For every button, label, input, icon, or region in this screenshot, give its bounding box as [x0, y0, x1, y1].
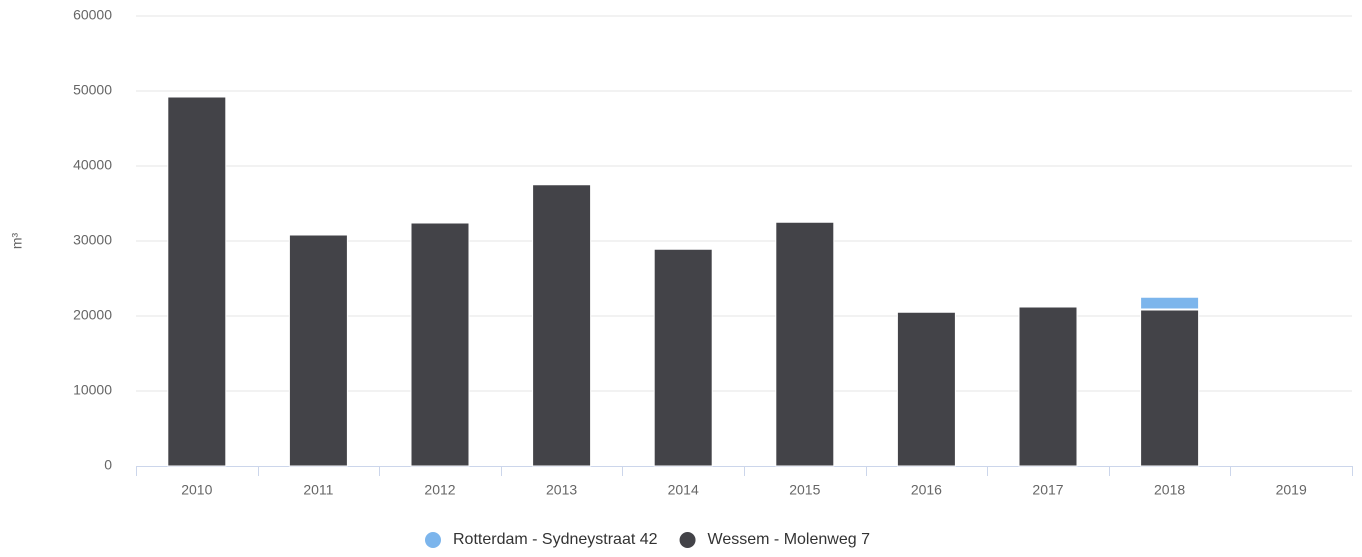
x-tick-label: 2010: [181, 482, 212, 498]
y-tick-label: 20000: [73, 307, 112, 323]
x-tick-label: 2016: [911, 482, 942, 498]
y-tick-label: 10000: [73, 382, 112, 398]
y-tick-label: 40000: [73, 157, 112, 173]
x-tick-label: 2018: [1154, 482, 1185, 498]
y-tick-label: 50000: [73, 82, 112, 98]
x-tick-label: 2015: [789, 482, 820, 498]
bar: [410, 222, 470, 467]
legend-marker: [679, 532, 696, 548]
x-tick-label: 2017: [1032, 482, 1063, 498]
x-tick-label: 2014: [668, 482, 699, 498]
bar: [532, 184, 592, 467]
y-tick-label: 30000: [73, 232, 112, 248]
x-tick-label: 2011: [303, 482, 333, 498]
legend-label: Wessem - Molenweg 7: [708, 531, 871, 548]
legend-marker: [425, 532, 441, 548]
y-tick-label: 60000: [73, 7, 112, 23]
bar: [653, 248, 713, 467]
bar: [1018, 306, 1078, 467]
x-tick-label: 2019: [1276, 482, 1307, 498]
bar: [1140, 296, 1200, 310]
bar: [288, 234, 348, 467]
x-tick-label: 2012: [424, 482, 455, 498]
bar: [775, 221, 835, 467]
y-tick-label: 0: [104, 457, 112, 473]
bar: [167, 96, 227, 467]
legend-label: Rotterdam - Sydneystraat 42: [453, 531, 658, 548]
y-axis-title: m³: [9, 233, 25, 250]
bar: [896, 311, 956, 467]
x-tick-label: 2013: [546, 482, 577, 498]
bar: [1140, 309, 1200, 467]
